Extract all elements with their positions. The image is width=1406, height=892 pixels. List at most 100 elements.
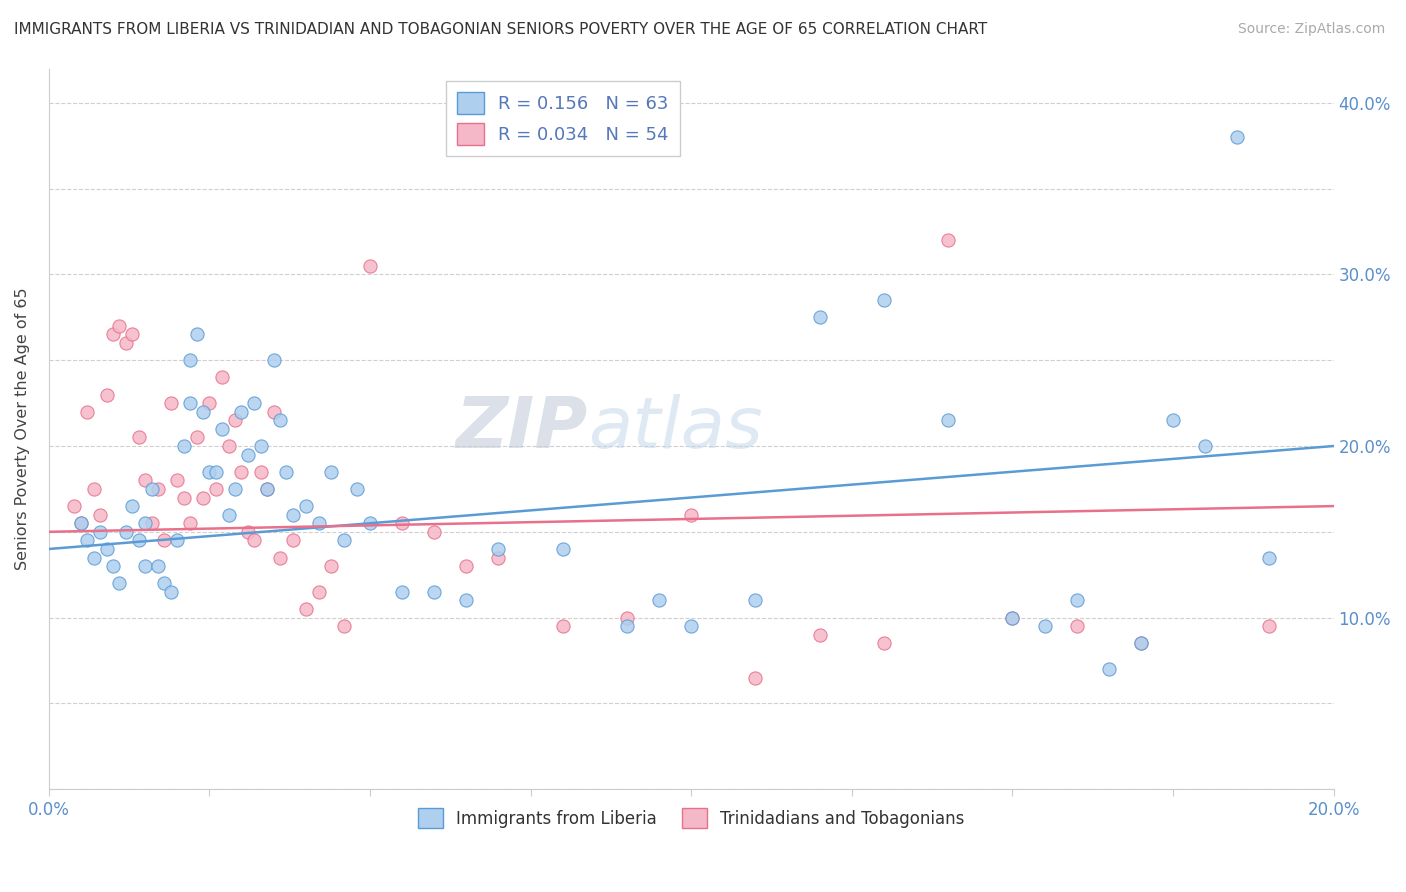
Point (101, 327, 124, 342)
Point (333, 619, 356, 633)
Point (198, 465, 221, 479)
Point (873, 293, 896, 308)
Point (321, 465, 343, 479)
Point (70, 516, 93, 531)
Point (808, 628, 831, 642)
Point (1066, 619, 1088, 633)
Legend: Immigrants from Liberia, Trinidadians and Tobagonians: Immigrants from Liberia, Trinidadians an… (411, 801, 972, 835)
Point (1033, 619, 1056, 633)
Point (744, 671, 766, 685)
Point (269, 413, 291, 427)
Point (89, 508, 111, 522)
Point (121, 327, 143, 342)
Point (1258, 619, 1281, 633)
Point (128, 430, 150, 444)
Text: Source: ZipAtlas.com: Source: ZipAtlas.com (1237, 22, 1385, 37)
Point (134, 474, 156, 488)
Point (308, 516, 330, 531)
Point (76, 405, 98, 419)
Point (211, 422, 233, 436)
Point (1129, 636, 1152, 650)
Y-axis label: Seniors Poverty Over the Age of 65: Seniors Poverty Over the Age of 65 (15, 287, 30, 570)
Point (115, 336, 138, 351)
Point (141, 482, 163, 496)
Text: IMMIGRANTS FROM LIBERIA VS TRINIDADIAN AND TOBAGONIAN SENIORS POVERTY OVER THE A: IMMIGRANTS FROM LIBERIA VS TRINIDADIAN A… (14, 22, 987, 37)
Point (744, 593, 766, 607)
Point (263, 405, 285, 419)
Point (681, 619, 703, 633)
Point (159, 396, 181, 410)
Text: atlas: atlas (588, 394, 763, 463)
Point (83, 482, 105, 496)
Point (134, 559, 156, 574)
Point (359, 516, 381, 531)
Point (648, 593, 671, 607)
Point (76, 533, 98, 548)
Point (1001, 610, 1024, 624)
Point (146, 559, 169, 574)
Point (391, 516, 413, 531)
Point (616, 619, 638, 633)
Point (173, 491, 195, 505)
Point (423, 585, 446, 599)
Point (249, 465, 271, 479)
Point (115, 524, 138, 539)
Point (179, 353, 201, 368)
Text: ZIP: ZIP (456, 394, 588, 463)
Point (231, 405, 253, 419)
Point (96, 387, 118, 401)
Point (294, 602, 316, 616)
Point (83, 550, 105, 565)
Point (1258, 550, 1281, 565)
Point (456, 559, 478, 574)
Point (153, 533, 176, 548)
Point (204, 465, 226, 479)
Point (108, 318, 131, 333)
Point (359, 259, 381, 273)
Point (198, 396, 221, 410)
Point (1226, 130, 1249, 145)
Point (1129, 636, 1152, 650)
Point (681, 508, 703, 522)
Point (166, 533, 188, 548)
Point (873, 636, 896, 650)
Point (204, 482, 226, 496)
Point (191, 405, 214, 419)
Point (263, 353, 285, 368)
Point (186, 327, 208, 342)
Point (936, 233, 959, 247)
Point (101, 559, 124, 574)
Point (173, 439, 195, 453)
Point (153, 576, 176, 591)
Point (179, 516, 201, 531)
Point (186, 430, 208, 444)
Point (346, 482, 368, 496)
Point (488, 541, 510, 556)
Point (1194, 439, 1216, 453)
Point (236, 524, 259, 539)
Point (236, 448, 259, 462)
Point (1161, 413, 1184, 427)
Point (249, 439, 271, 453)
Point (616, 610, 638, 624)
Point (231, 465, 253, 479)
Point (551, 541, 574, 556)
Point (488, 550, 510, 565)
Point (281, 533, 304, 548)
Point (269, 550, 291, 565)
Point (1066, 593, 1088, 607)
Point (243, 396, 266, 410)
Point (166, 474, 188, 488)
Point (281, 508, 304, 522)
Point (128, 533, 150, 548)
Point (294, 499, 316, 513)
Point (321, 559, 343, 574)
Point (218, 508, 240, 522)
Point (808, 310, 831, 325)
Point (456, 593, 478, 607)
Point (96, 541, 118, 556)
Point (108, 576, 131, 591)
Point (224, 482, 246, 496)
Point (179, 396, 201, 410)
Point (243, 533, 266, 548)
